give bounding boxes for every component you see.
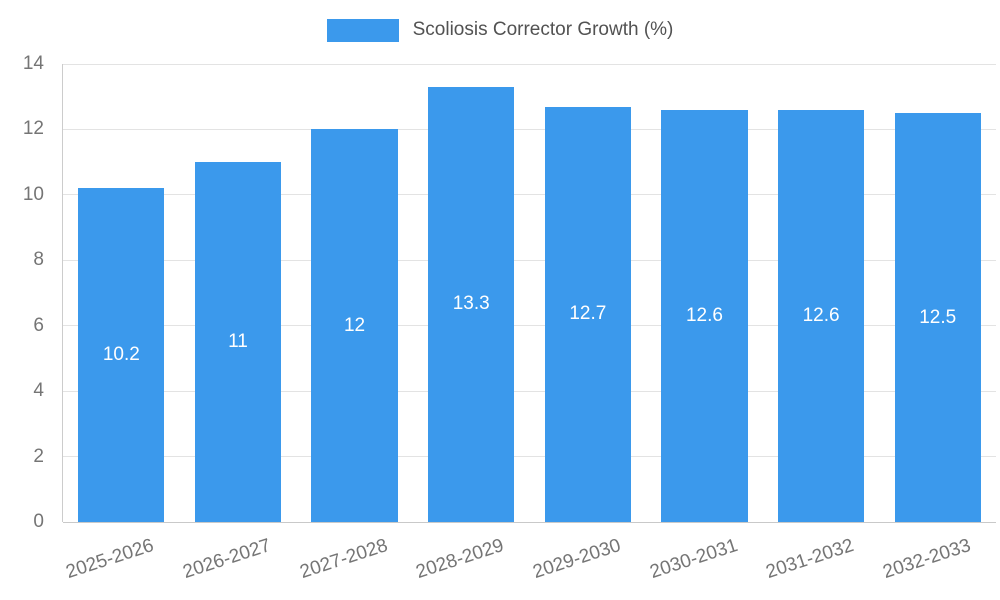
bar-value-label: 13.3 bbox=[452, 293, 490, 315]
bar-value-label: 12.6 bbox=[802, 304, 840, 326]
plot-area: 10.2 11 12 13.3 12.7 12.6 12.6 12.5 bbox=[62, 63, 996, 523]
bar-value-label: 12.5 bbox=[919, 306, 957, 328]
x-axis-slot: 2026-2027 bbox=[179, 523, 296, 595]
x-axis-slot: 2032-2033 bbox=[878, 523, 995, 595]
x-tick-label: 2026-2027 bbox=[180, 535, 274, 584]
y-axis: 0 2 4 6 8 10 12 14 bbox=[0, 53, 52, 532]
bar-2025-2026[interactable]: 10.2 bbox=[78, 188, 165, 522]
bar-2032-2033[interactable]: 12.5 bbox=[894, 113, 981, 522]
y-tick-label: 4 bbox=[33, 380, 44, 402]
bar-value-label: 11 bbox=[228, 331, 248, 353]
bar-slot: 12.5 bbox=[879, 64, 996, 522]
gridline bbox=[63, 456, 996, 458]
bar-slot: 11 bbox=[180, 64, 297, 522]
bar-slot: 10.2 bbox=[63, 64, 180, 522]
x-axis-slot: 2030-2031 bbox=[645, 523, 762, 595]
bar-2027-2028[interactable]: 12 bbox=[311, 129, 398, 522]
gridline bbox=[63, 194, 996, 196]
gridline bbox=[63, 128, 996, 130]
gridline bbox=[63, 325, 996, 327]
bar-value-label: 12.7 bbox=[569, 303, 607, 325]
y-tick-label: 12 bbox=[22, 118, 44, 140]
bar-slot: 12 bbox=[296, 64, 413, 522]
x-tick-label: 2029-2030 bbox=[530, 535, 624, 584]
x-tick-label: 2031-2032 bbox=[763, 535, 857, 584]
bars-layer: 10.2 11 12 13.3 12.7 12.6 12.6 12.5 bbox=[63, 64, 996, 522]
y-tick-label: 8 bbox=[33, 249, 44, 271]
chart-legend: Scoliosis Corrector Growth (%) bbox=[0, 16, 1000, 44]
x-axis-slot: 2029-2030 bbox=[529, 523, 646, 595]
x-axis-slot: 2027-2028 bbox=[295, 523, 412, 595]
gridline bbox=[63, 390, 996, 392]
y-tick-label: 14 bbox=[22, 53, 44, 74]
legend-swatch bbox=[326, 18, 399, 42]
y-tick-label: 10 bbox=[22, 183, 44, 205]
legend-label: Scoliosis Corrector Growth (%) bbox=[412, 19, 674, 40]
x-axis: 2025-2026 2026-2027 2027-2028 2028-2029 2029… bbox=[62, 523, 995, 595]
y-tick-label: 0 bbox=[33, 511, 44, 532]
x-tick-label: 2025-2026 bbox=[63, 535, 157, 584]
y-tick-label: 6 bbox=[33, 314, 44, 336]
gridline bbox=[63, 259, 996, 261]
x-tick-label: 2027-2028 bbox=[297, 535, 391, 584]
x-axis-slot: 2025-2026 bbox=[62, 523, 179, 595]
x-axis-slot: 2028-2029 bbox=[412, 523, 529, 595]
bar-2029-2030[interactable]: 12.7 bbox=[544, 106, 631, 522]
grid-layer bbox=[63, 63, 996, 523]
bar-2028-2029[interactable]: 13.3 bbox=[428, 86, 515, 522]
x-tick-label: 2028-2029 bbox=[413, 535, 507, 584]
bar-slot: 12.6 bbox=[646, 64, 763, 522]
bar-2031-2032[interactable]: 12.6 bbox=[777, 109, 865, 522]
x-tick-label: 2032-2033 bbox=[880, 535, 974, 584]
bar-2030-2031[interactable]: 12.6 bbox=[661, 109, 748, 522]
x-tick-label: 2030-2031 bbox=[647, 535, 740, 584]
gridline bbox=[63, 63, 996, 65]
bar-value-label: 10.2 bbox=[102, 344, 140, 366]
gridline bbox=[63, 521, 996, 523]
bar-value-label: 12.6 bbox=[685, 304, 723, 326]
bar-value-label: 12 bbox=[343, 314, 366, 336]
y-tick-label: 2 bbox=[33, 445, 44, 467]
bar-2026-2027[interactable]: 11 bbox=[194, 162, 282, 522]
bar-slot: 13.3 bbox=[413, 64, 530, 522]
x-axis-slot: 2031-2032 bbox=[762, 523, 879, 595]
bar-slot: 12.6 bbox=[763, 64, 880, 522]
bar-slot: 12.7 bbox=[530, 64, 647, 522]
